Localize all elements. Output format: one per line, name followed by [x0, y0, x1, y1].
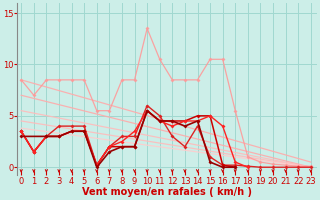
X-axis label: Vent moyen/en rafales ( km/h ): Vent moyen/en rafales ( km/h ) [82, 187, 252, 197]
